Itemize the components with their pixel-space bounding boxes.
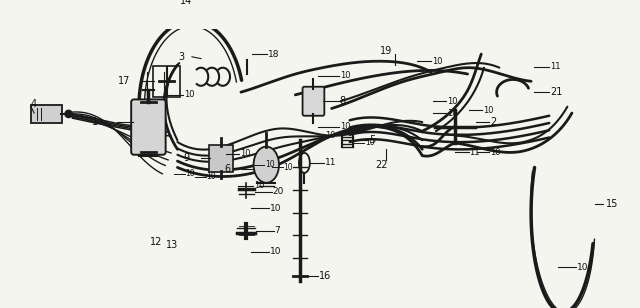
Text: 18: 18 xyxy=(268,50,280,59)
Text: 10: 10 xyxy=(253,181,264,190)
Text: 16: 16 xyxy=(319,271,331,281)
Text: 19: 19 xyxy=(380,47,392,56)
Text: 10: 10 xyxy=(325,131,336,140)
FancyBboxPatch shape xyxy=(303,87,324,116)
Text: 7: 7 xyxy=(275,226,280,235)
Text: 10: 10 xyxy=(340,71,350,80)
Text: 10: 10 xyxy=(184,90,195,99)
Text: 10: 10 xyxy=(266,160,275,169)
Text: 10: 10 xyxy=(207,172,216,181)
Ellipse shape xyxy=(253,147,279,183)
Text: 1: 1 xyxy=(92,117,99,127)
Text: 22: 22 xyxy=(375,160,388,170)
Text: 13: 13 xyxy=(166,240,178,249)
Circle shape xyxy=(65,110,72,118)
Text: 9: 9 xyxy=(183,153,189,163)
Text: 10: 10 xyxy=(284,163,293,172)
Text: 11: 11 xyxy=(550,62,561,71)
Text: 11: 11 xyxy=(469,148,480,156)
Text: 10: 10 xyxy=(447,108,457,118)
Text: 10: 10 xyxy=(270,204,282,213)
Text: 17: 17 xyxy=(118,76,131,86)
Text: 6: 6 xyxy=(224,164,230,174)
Text: 10: 10 xyxy=(240,149,250,158)
Text: 10: 10 xyxy=(365,139,375,148)
Text: 14: 14 xyxy=(180,0,192,6)
Text: 10: 10 xyxy=(432,57,443,66)
Text: 12: 12 xyxy=(150,237,162,247)
Text: 10: 10 xyxy=(577,263,589,272)
Text: 11: 11 xyxy=(325,158,337,168)
Text: 2: 2 xyxy=(490,117,497,127)
Text: 10: 10 xyxy=(270,247,282,256)
Text: 10: 10 xyxy=(483,106,493,115)
Text: 15: 15 xyxy=(606,199,619,209)
Text: 4: 4 xyxy=(31,99,36,109)
FancyBboxPatch shape xyxy=(209,145,233,172)
FancyBboxPatch shape xyxy=(31,105,62,123)
Text: 8: 8 xyxy=(340,96,346,106)
Text: 10: 10 xyxy=(340,122,350,131)
Text: 21: 21 xyxy=(550,87,563,97)
Text: 3: 3 xyxy=(179,52,185,62)
FancyBboxPatch shape xyxy=(131,99,166,155)
Text: 10: 10 xyxy=(186,169,195,178)
Text: 5: 5 xyxy=(369,135,375,145)
Text: 10: 10 xyxy=(447,97,457,106)
Text: 10: 10 xyxy=(490,148,500,156)
Text: 20: 20 xyxy=(273,188,284,197)
